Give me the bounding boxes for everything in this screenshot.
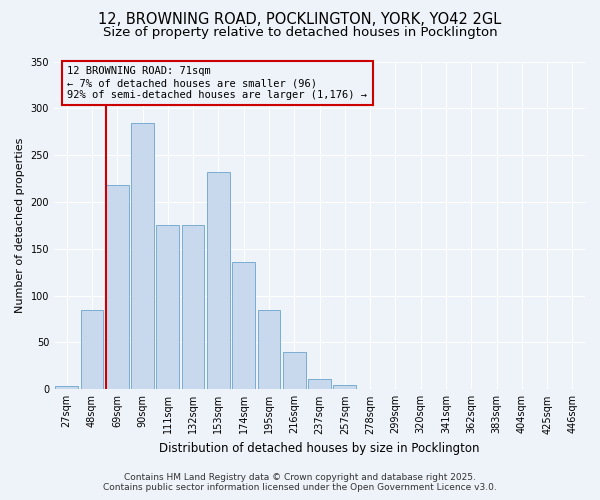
Bar: [182, 226, 205, 390]
Text: Contains HM Land Registry data © Crown copyright and database right 2025.
Contai: Contains HM Land Registry data © Crown c…: [103, 473, 497, 492]
Text: 12 BROWNING ROAD: 71sqm
← 7% of detached houses are smaller (96)
92% of semi-det: 12 BROWNING ROAD: 71sqm ← 7% of detached…: [67, 66, 367, 100]
Bar: [106, 185, 128, 390]
Bar: [131, 124, 154, 390]
Bar: [207, 172, 230, 390]
Bar: [55, 386, 78, 390]
Bar: [334, 384, 356, 390]
Text: 12, BROWNING ROAD, POCKLINGTON, YORK, YO42 2GL: 12, BROWNING ROAD, POCKLINGTON, YORK, YO…: [98, 12, 502, 28]
Bar: [283, 352, 305, 390]
Bar: [232, 262, 255, 390]
Bar: [308, 379, 331, 390]
Bar: [257, 310, 280, 390]
Y-axis label: Number of detached properties: Number of detached properties: [15, 138, 25, 313]
Bar: [157, 226, 179, 390]
Text: Size of property relative to detached houses in Pocklington: Size of property relative to detached ho…: [103, 26, 497, 39]
Bar: [80, 310, 103, 390]
X-axis label: Distribution of detached houses by size in Pocklington: Distribution of detached houses by size …: [159, 442, 480, 455]
